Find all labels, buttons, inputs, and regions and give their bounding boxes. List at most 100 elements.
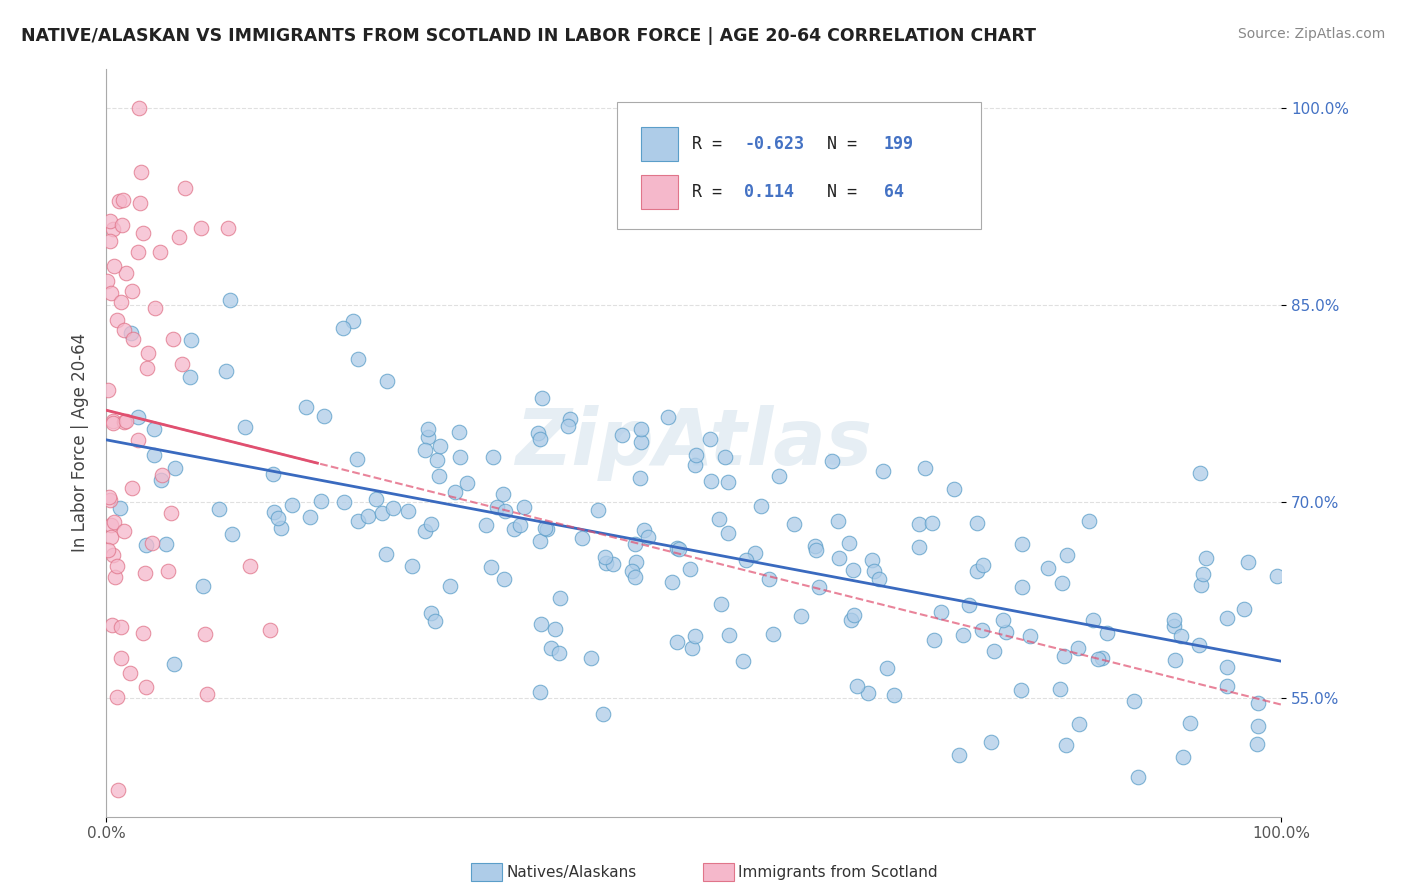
- Point: [681, 641, 703, 656]
- Point: [103, 414, 125, 428]
- Point: [948, 747, 970, 762]
- Point: [299, 510, 322, 524]
- Point: [993, 613, 1015, 627]
- Point: [699, 432, 721, 446]
- Point: [155, 537, 177, 551]
- Point: [1049, 682, 1071, 697]
- Point: [942, 482, 965, 496]
- Point: [112, 415, 135, 429]
- Point: [1216, 611, 1239, 625]
- Point: [347, 514, 370, 528]
- Text: R =: R =: [692, 183, 733, 201]
- Point: [1188, 638, 1211, 652]
- Point: [1078, 514, 1101, 528]
- Point: [486, 500, 509, 515]
- Point: [429, 439, 451, 453]
- Point: [142, 448, 165, 462]
- Point: [115, 267, 138, 281]
- Point: [581, 650, 603, 665]
- Point: [426, 452, 449, 467]
- Point: [150, 467, 173, 482]
- Point: [1192, 567, 1215, 582]
- Point: [1170, 629, 1192, 643]
- Point: [346, 351, 368, 366]
- Point: [217, 221, 239, 235]
- Point: [160, 506, 183, 520]
- Point: [952, 628, 974, 642]
- Point: [100, 285, 122, 300]
- Point: [101, 549, 124, 563]
- Point: [983, 643, 1005, 657]
- Point: [492, 486, 515, 500]
- Point: [700, 475, 723, 489]
- Point: [1164, 653, 1187, 667]
- Point: [190, 221, 212, 235]
- Point: [332, 495, 354, 509]
- Point: [1195, 550, 1218, 565]
- Point: [709, 511, 731, 525]
- Point: [239, 559, 262, 574]
- Point: [628, 471, 651, 485]
- Point: [717, 526, 740, 541]
- Point: [444, 485, 467, 500]
- Point: [921, 516, 943, 530]
- Point: [429, 469, 451, 483]
- Point: [1189, 467, 1212, 481]
- Point: [215, 364, 238, 378]
- Point: [1011, 580, 1033, 594]
- Point: [908, 541, 931, 555]
- Y-axis label: In Labor Force | Age 20-64: In Labor Force | Age 20-64: [72, 333, 89, 552]
- Point: [827, 550, 849, 565]
- Point: [883, 688, 905, 702]
- Point: [841, 613, 863, 627]
- Point: [557, 419, 579, 434]
- Point: [1123, 694, 1146, 708]
- Point: [735, 553, 758, 567]
- Point: [529, 684, 551, 698]
- FancyBboxPatch shape: [617, 103, 981, 229]
- Point: [1233, 602, 1256, 616]
- Point: [449, 450, 471, 464]
- Point: [860, 553, 883, 567]
- Point: [481, 450, 503, 464]
- Point: [530, 617, 553, 632]
- Point: [1126, 770, 1149, 784]
- Point: [136, 346, 159, 360]
- Point: [97, 490, 120, 504]
- Point: [966, 516, 988, 530]
- Point: [270, 520, 292, 534]
- Point: [127, 410, 149, 425]
- Point: [127, 245, 149, 260]
- Point: [110, 294, 132, 309]
- Point: [120, 326, 142, 340]
- Point: [1010, 683, 1032, 698]
- Point: [1189, 578, 1212, 592]
- Point: [807, 581, 830, 595]
- Point: [914, 461, 936, 475]
- Point: [1050, 576, 1073, 591]
- Point: [150, 473, 173, 487]
- Point: [717, 475, 740, 490]
- Text: R =: R =: [692, 136, 733, 153]
- Text: NATIVE/ALASKAN VS IMMIGRANTS FROM SCOTLAND IN LABOR FORCE | AGE 20-64 CORRELATIO: NATIVE/ALASKAN VS IMMIGRANTS FROM SCOTLA…: [21, 27, 1036, 45]
- Point: [571, 531, 593, 545]
- Point: [235, 419, 257, 434]
- Point: [135, 680, 157, 694]
- Point: [929, 605, 952, 619]
- Point: [1056, 548, 1078, 562]
- Point: [806, 543, 828, 558]
- Point: [179, 369, 201, 384]
- Point: [657, 409, 679, 424]
- Point: [595, 550, 617, 565]
- Point: [494, 572, 516, 586]
- Text: ZipAtlas: ZipAtlas: [515, 405, 872, 481]
- Point: [375, 547, 398, 561]
- Point: [1247, 718, 1270, 732]
- Point: [536, 522, 558, 536]
- Point: [141, 536, 163, 550]
- Point: [530, 391, 553, 405]
- Point: [219, 293, 242, 308]
- Point: [872, 464, 894, 478]
- Point: [714, 450, 737, 465]
- Point: [1091, 650, 1114, 665]
